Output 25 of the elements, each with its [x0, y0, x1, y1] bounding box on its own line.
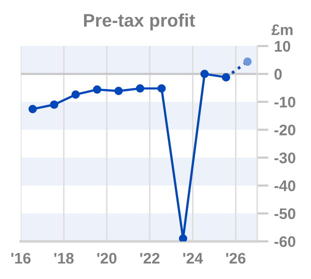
y-tick-label: -60	[274, 236, 296, 248]
point	[157, 84, 166, 93]
chart-title: Pre-tax profit	[84, 14, 195, 30]
x-tick-label: '22	[140, 252, 160, 264]
x-tick-label: '18	[54, 252, 74, 264]
point	[200, 70, 209, 78]
point	[50, 100, 58, 109]
point	[28, 104, 37, 114]
point	[71, 90, 80, 99]
point	[114, 86, 123, 96]
y-tick-label: -10	[274, 96, 296, 108]
x-tick-label: '20	[97, 252, 116, 264]
x-tick-label: '16	[11, 252, 31, 264]
y-tick-label: 10	[274, 40, 290, 52]
y-tick-label: -30	[274, 152, 296, 164]
x-tick-label: '26	[226, 252, 246, 264]
x-tick-label: '24	[183, 252, 203, 264]
y-tick-label: 0	[274, 68, 282, 80]
point	[136, 84, 144, 93]
point	[92, 85, 102, 94]
y-tick-label: -40	[274, 180, 296, 192]
y-axis-title: £m	[272, 24, 293, 36]
y-tick-label: -20	[274, 124, 296, 136]
y-tick-label: -50	[274, 208, 296, 220]
point	[178, 234, 188, 242]
